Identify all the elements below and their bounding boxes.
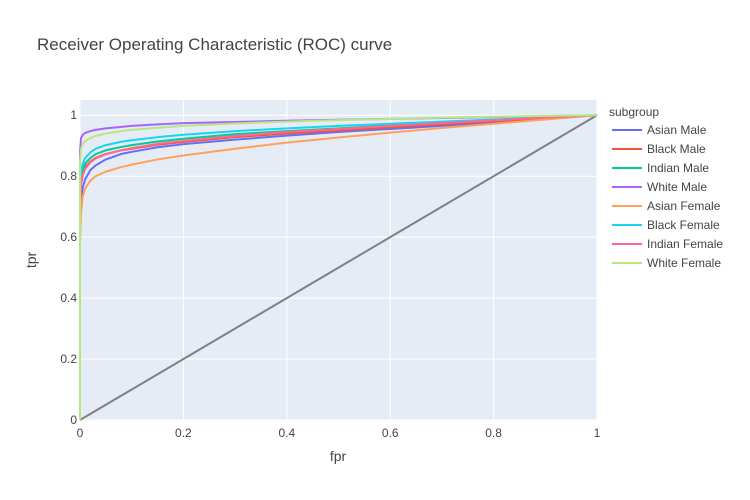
y-tick-label: 1	[70, 108, 77, 122]
y-tick-label: 0.6	[60, 230, 77, 244]
legend: subgroup Asian Male Black Male Indian Male…	[609, 105, 723, 270]
series-line-asian-female	[79, 114, 598, 420]
legend-label: Asian Female	[647, 199, 721, 213]
series-line-black-female	[79, 114, 598, 420]
legend-label: Indian Male	[647, 161, 709, 175]
legend-item-black-male[interactable]: Black Male	[612, 142, 706, 156]
x-tick-label: 0	[77, 426, 84, 440]
legend-label: Black Male	[647, 142, 706, 156]
legend-item-asian-male[interactable]: Asian Male	[612, 123, 707, 137]
y-tick-label: 0.8	[60, 169, 77, 183]
legend-label: White Male	[647, 180, 707, 194]
x-tick-label: 0.6	[382, 426, 399, 440]
chart-title: Receiver Operating Characteristic (ROC) …	[37, 35, 392, 54]
legend-title: subgroup	[609, 105, 659, 119]
y-tick-label: 0.2	[60, 352, 77, 366]
legend-item-indian-male[interactable]: Indian Male	[612, 161, 709, 175]
legend-item-black-female[interactable]: Black Female	[612, 218, 720, 232]
y-tick-label: 0	[70, 413, 77, 427]
legend-label: Indian Female	[647, 237, 723, 251]
series-line-asian-male	[79, 114, 598, 420]
diagonal-reference-line	[79, 114, 598, 421]
x-axis-ticks: 0 0.2 0.4 0.6 0.8 1	[77, 426, 601, 440]
y-tick-label: 0.4	[60, 291, 77, 305]
x-tick-label: 0.2	[175, 426, 192, 440]
series-line-white-female	[79, 114, 598, 420]
x-tick-label: 0.8	[485, 426, 502, 440]
grid	[79, 100, 598, 421]
y-axis-title: tpr	[23, 251, 39, 268]
series-line-indian-female	[79, 114, 598, 420]
legend-label: Black Female	[647, 218, 720, 232]
x-tick-label: 1	[594, 426, 601, 440]
x-axis-title: fpr	[330, 448, 347, 464]
series-layer	[79, 114, 598, 421]
legend-label: White Female	[647, 256, 721, 270]
legend-item-asian-female[interactable]: Asian Female	[612, 199, 721, 213]
legend-item-indian-female[interactable]: Indian Female	[612, 237, 723, 251]
legend-item-white-male[interactable]: White Male	[612, 180, 707, 194]
y-axis-ticks: 0 0.2 0.4 0.6 0.8 1	[60, 108, 77, 427]
x-tick-label: 0.4	[278, 426, 295, 440]
legend-label: Asian Male	[647, 123, 707, 137]
legend-item-white-female[interactable]: White Female	[612, 256, 721, 270]
plot-area	[80, 100, 597, 420]
